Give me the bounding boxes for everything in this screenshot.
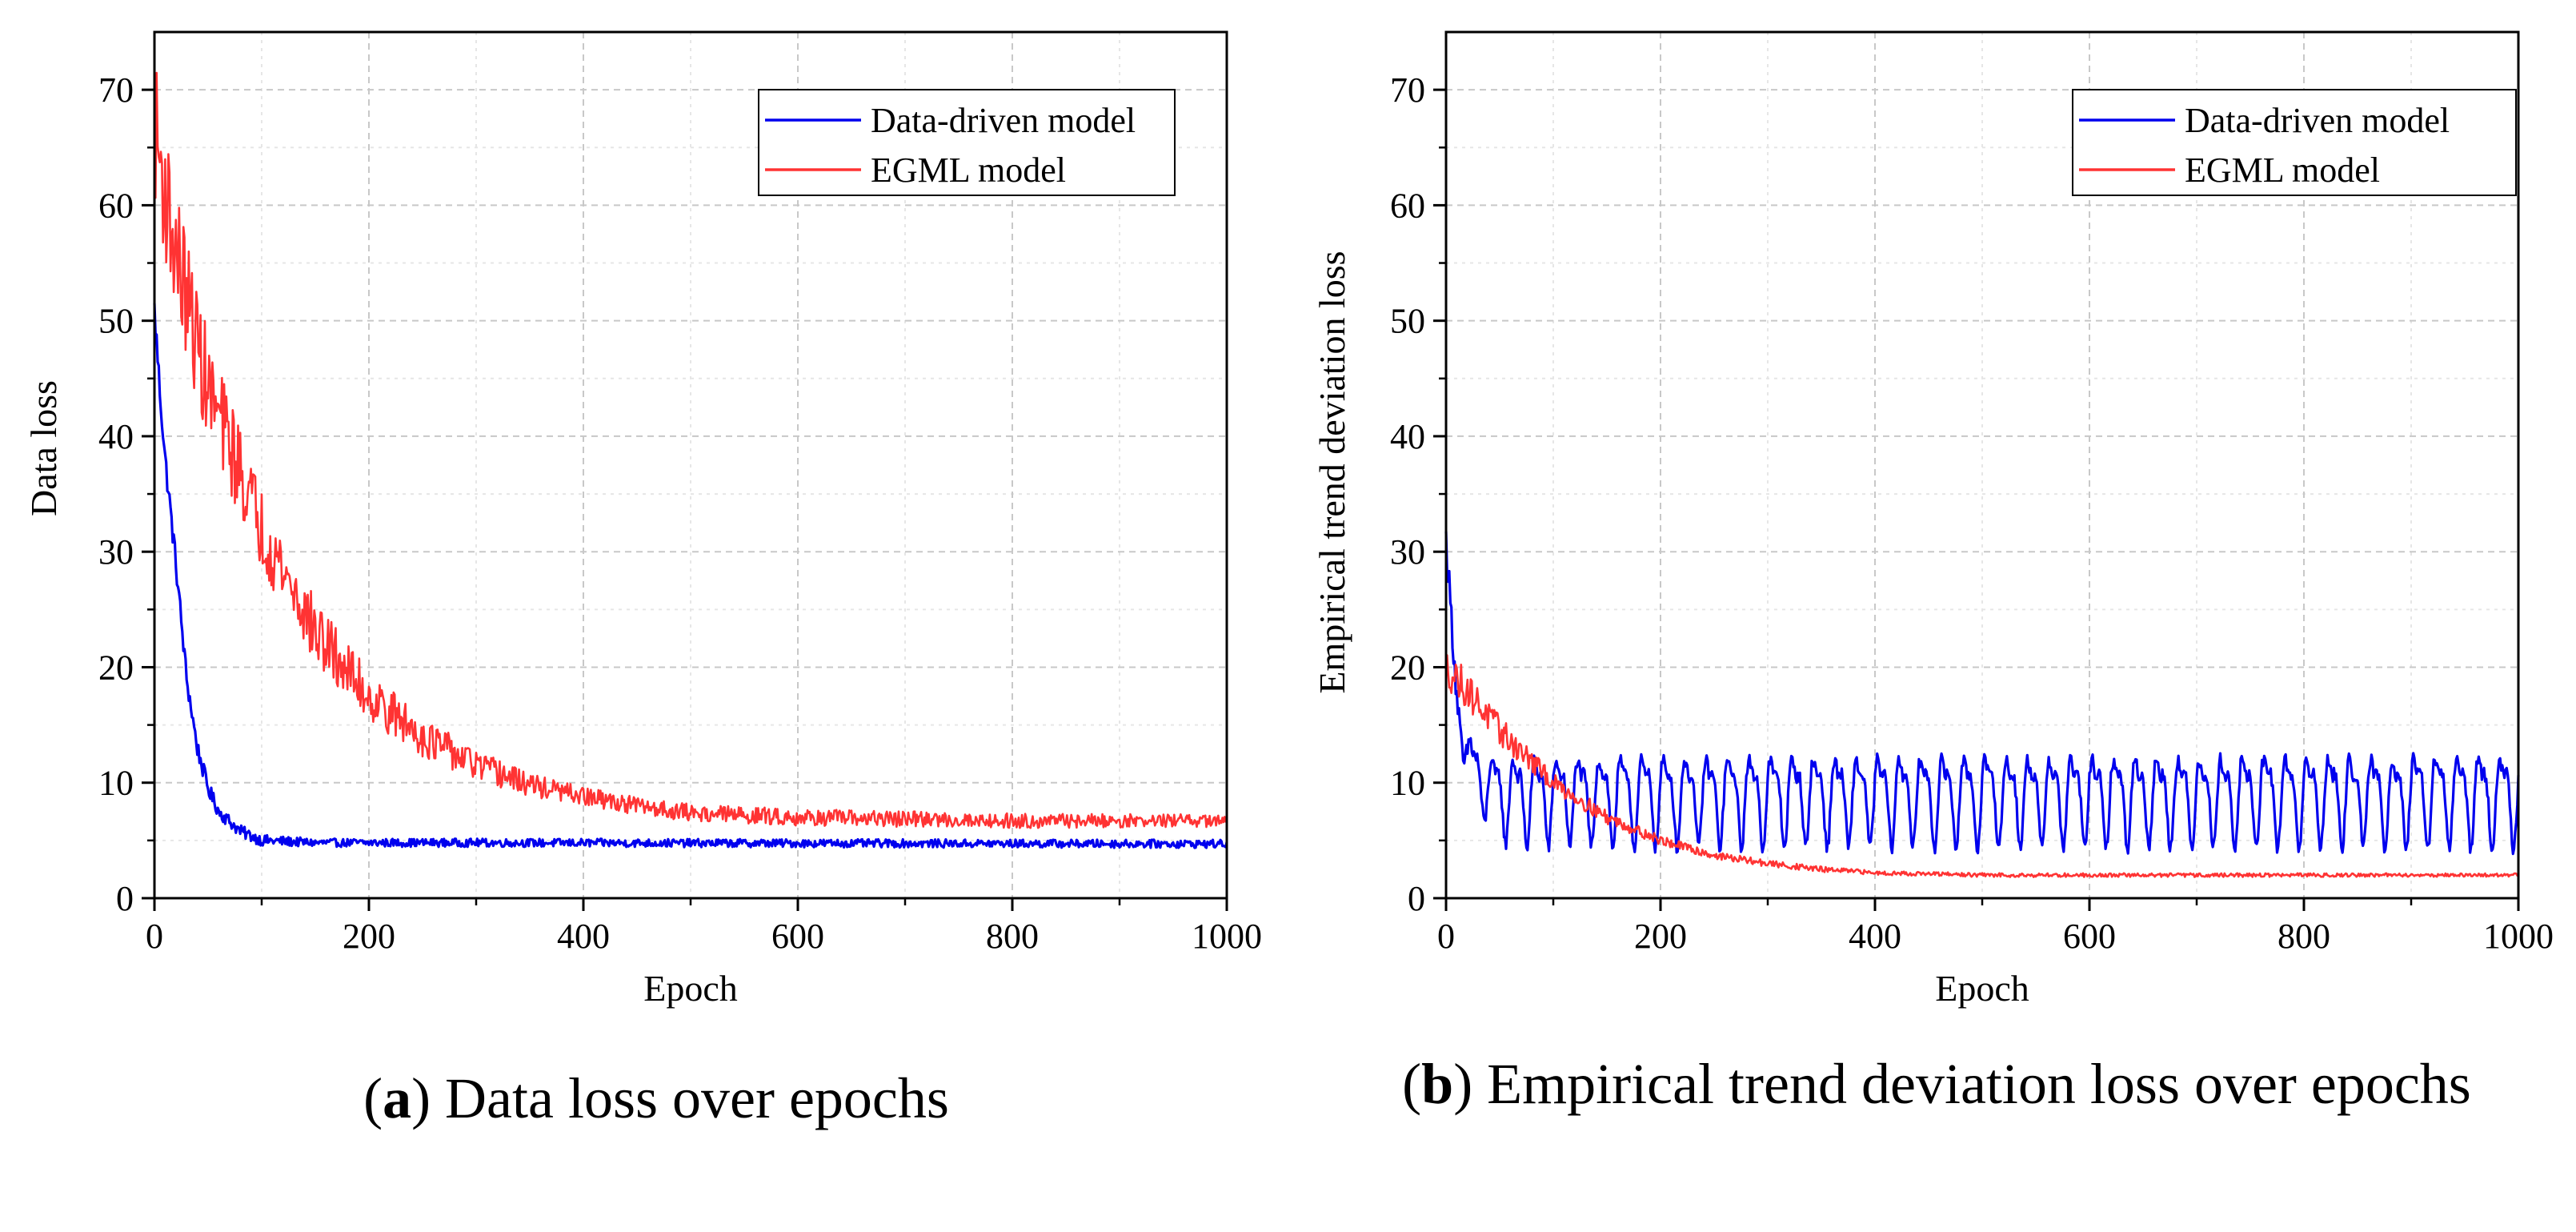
x-tick-label: 600 — [2063, 917, 2116, 956]
legend-box — [2072, 89, 2517, 196]
y-tick-label: 0 — [1408, 879, 1425, 918]
legend-label: Data-driven model — [2185, 101, 2450, 140]
y-tick-label: 10 — [98, 764, 134, 803]
legend-label: Data-driven model — [871, 101, 1136, 140]
y-tick-label: 10 — [1390, 764, 1425, 803]
y-tick-label: 30 — [1390, 532, 1425, 572]
x-tick-label: 600 — [771, 917, 824, 956]
y-tick-label: 0 — [116, 879, 134, 918]
y-tick-label: 50 — [98, 302, 134, 341]
y-tick-label: 50 — [1390, 302, 1425, 341]
caption-b-text: ) Empirical trend deviation loss over ep… — [1453, 1052, 2471, 1116]
chart-b-trend-deviation-loss: 0 200 400 600 800 1000 0 10 20 30 40 50 60 70 Epoch Emp… — [1312, 30, 2554, 1009]
x-tick-label: 0 — [146, 917, 163, 956]
caption-a-text: ) Data loss over epochs — [411, 1066, 949, 1130]
x-tick-label: 0 — [1437, 917, 1455, 956]
x-tick-label: 1000 — [1192, 917, 1262, 956]
chart-a-data-loss: 0 200 400 600 800 1000 0 10 20 30 40 50 60 70 Epoch Dat… — [23, 30, 1262, 1009]
series-line-data-driven — [153, 303, 1228, 849]
y-tick-label: 40 — [1390, 417, 1425, 456]
x-tick-label: 800 — [2278, 917, 2330, 956]
y-axis-label: Empirical trend deviation loss — [1312, 251, 1352, 693]
y-tick-label: 70 — [1390, 70, 1425, 110]
x-tick-label: 400 — [1849, 917, 1901, 956]
x-axis-label: Epoch — [1935, 968, 2029, 1009]
y-axis-label: Data loss — [23, 380, 64, 516]
y-tick-label: 70 — [98, 70, 134, 110]
legend: Data-driven model EGML model — [2072, 89, 2517, 196]
caption-a: (a) Data loss over epochs — [363, 1066, 949, 1130]
y-tick-label: 60 — [1390, 186, 1425, 225]
series-line-egml — [1445, 654, 2519, 878]
y-tick-label: 40 — [98, 417, 134, 456]
caption-a-label: a — [383, 1066, 412, 1130]
y-tick-label: 60 — [98, 186, 134, 225]
legend-label: EGML model — [871, 150, 1066, 190]
x-tick-label: 1000 — [2483, 917, 2554, 956]
legend-box — [758, 89, 1176, 196]
x-tick-label: 400 — [557, 917, 610, 956]
x-tick-label: 200 — [343, 917, 395, 956]
legend: Data-driven model EGML model — [758, 89, 1176, 196]
legend-label: EGML model — [2185, 150, 2380, 190]
x-tick-label: 200 — [1634, 917, 1687, 956]
series-line-egml — [153, 71, 1228, 829]
y-tick-label: 30 — [98, 532, 134, 572]
series-line-data-driven — [1444, 531, 2520, 856]
y-tick-label: 20 — [98, 648, 134, 687]
caption-b: (b) Empirical trend deviation loss over … — [1402, 1052, 2471, 1116]
y-tick-label: 20 — [1390, 648, 1425, 687]
caption-b-label: b — [1421, 1052, 1454, 1116]
x-tick-label: 800 — [986, 917, 1039, 956]
x-axis-label: Epoch — [643, 968, 738, 1009]
